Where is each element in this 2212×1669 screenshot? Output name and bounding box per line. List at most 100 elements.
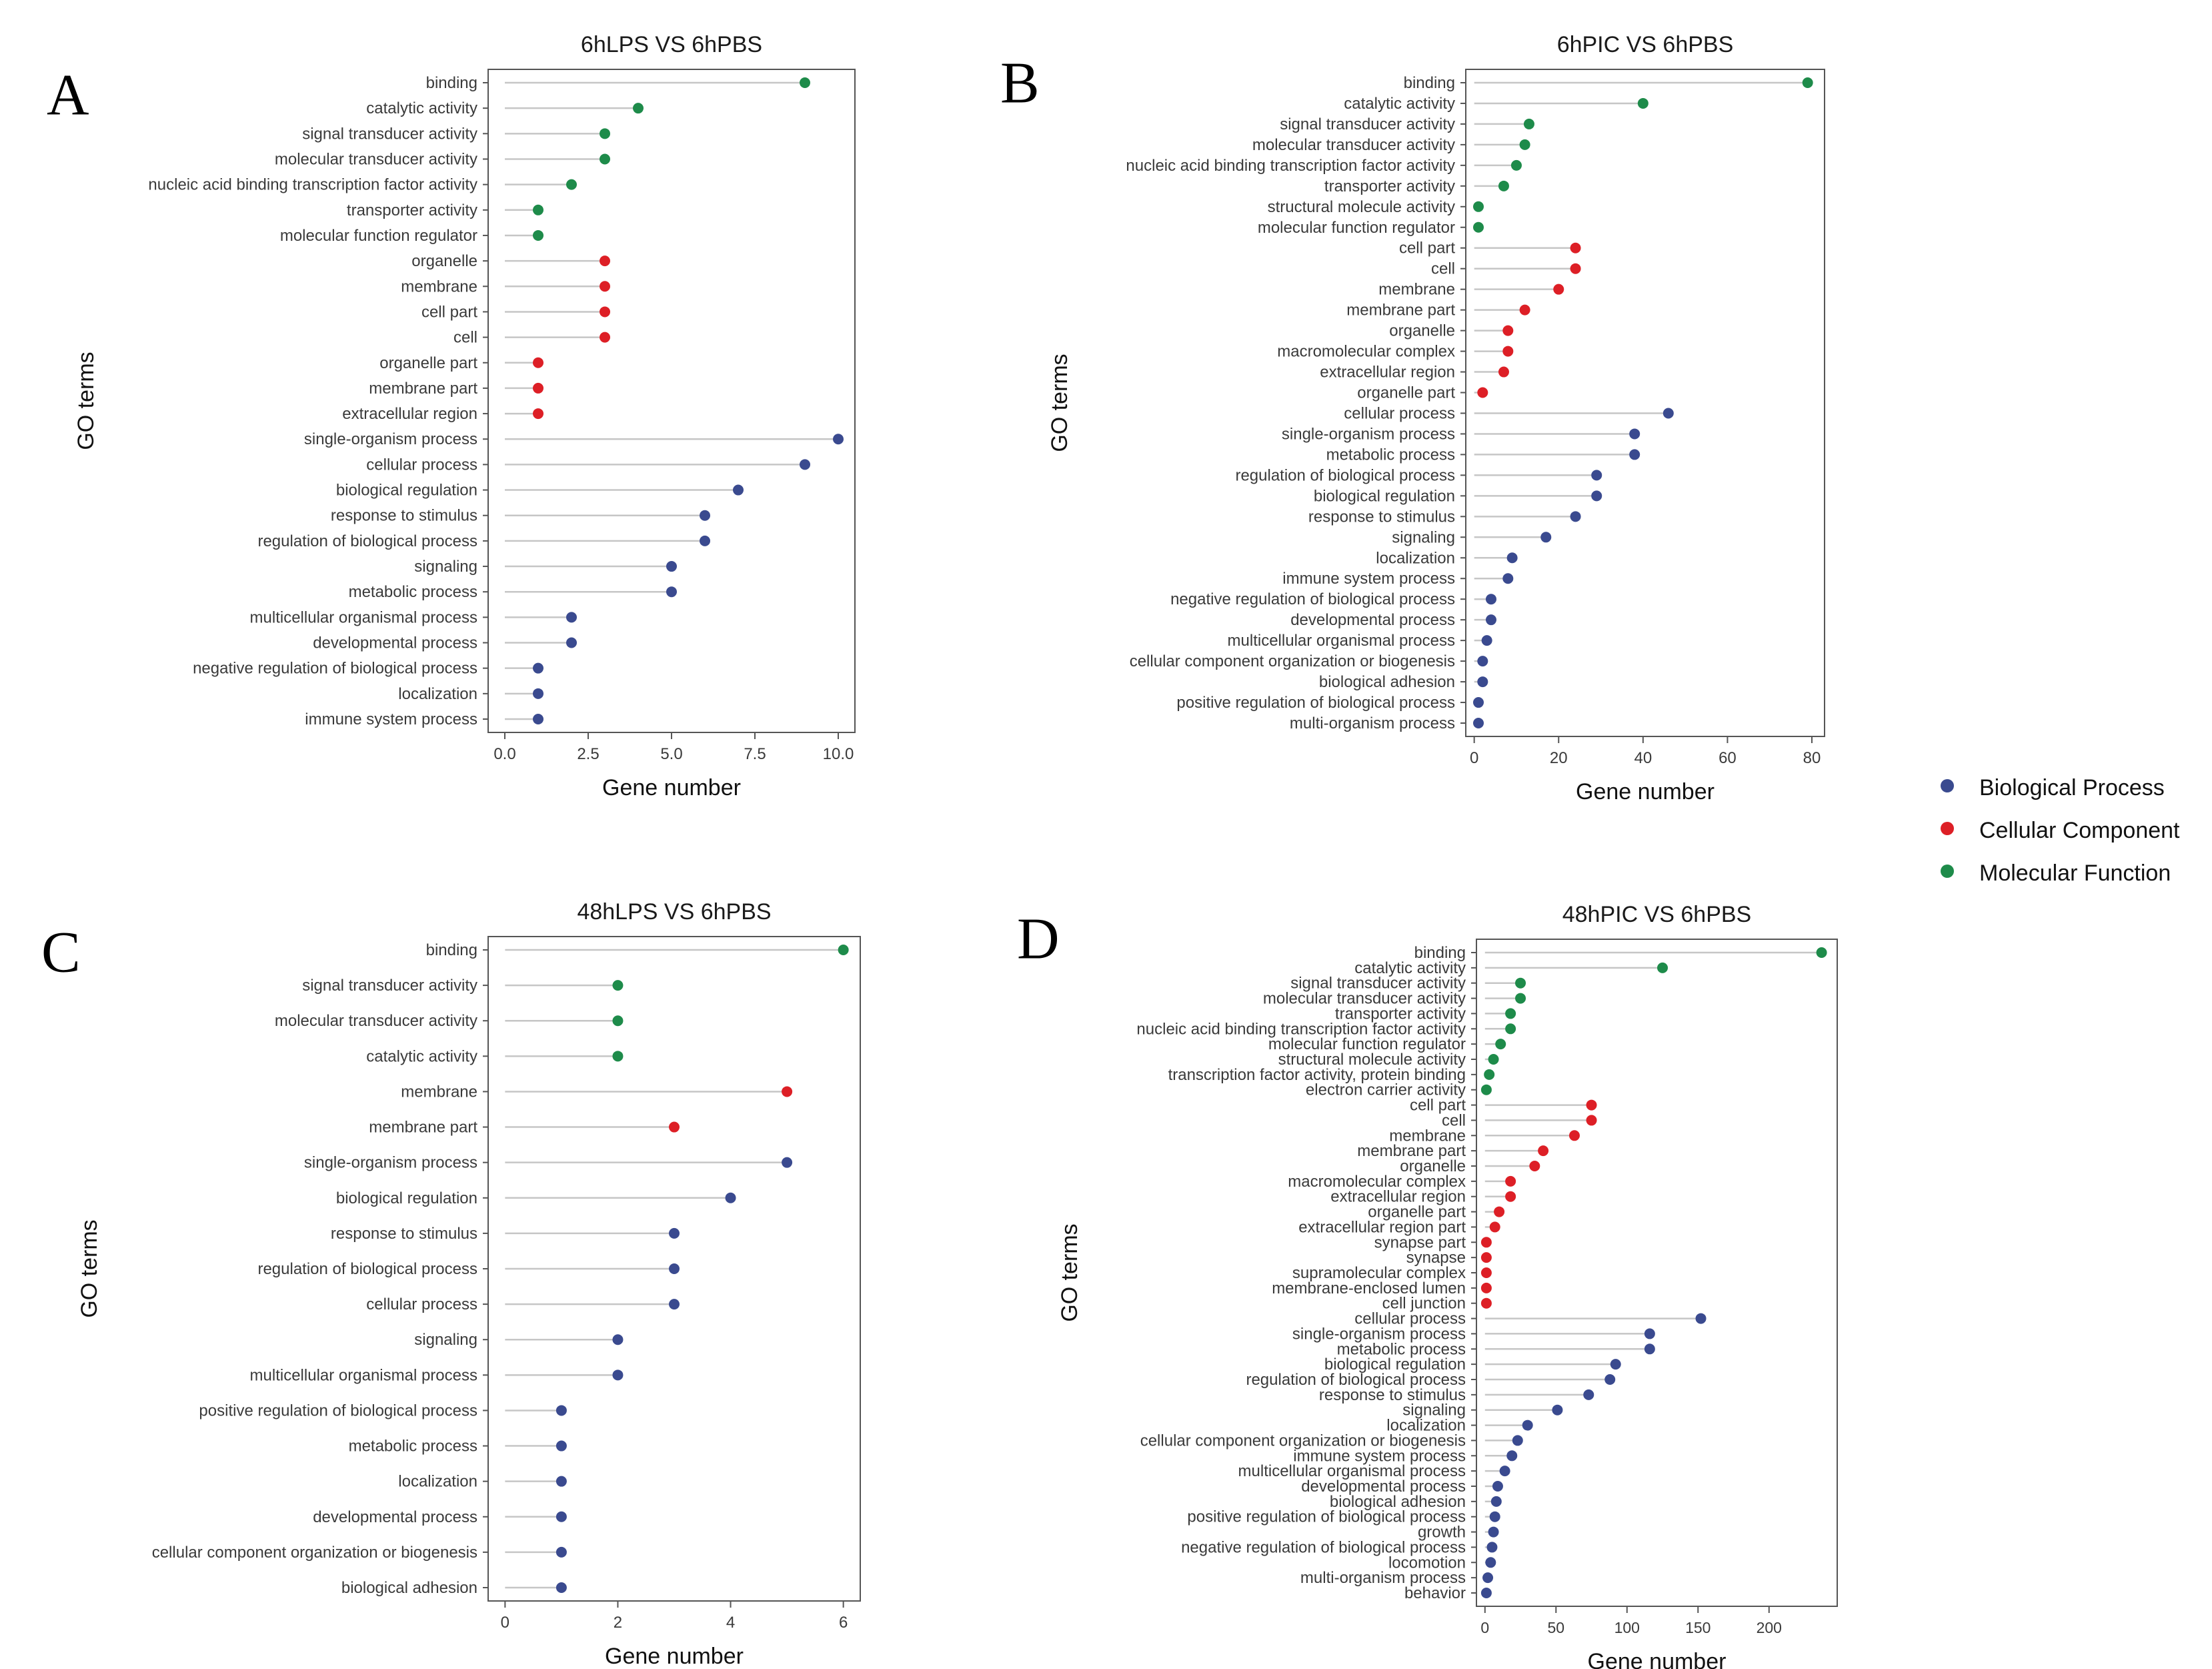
panel-d-term-label-multicellular-organismal-process: multicellular organismal process (1238, 1462, 1466, 1480)
panel-d-point-extracellular-region-part (1489, 1221, 1500, 1233)
panel-b-point-biological-regulation (1591, 490, 1602, 502)
panel-d-term-label-cellular-process: cellular process (1354, 1310, 1466, 1328)
panel-d-point-synapse (1480, 1252, 1492, 1263)
panel-a-point-transporter-activity (533, 204, 543, 215)
panel-a-term-label-organelle-part: organelle part (379, 354, 477, 372)
panel-d-term-label-cell-junction: cell junction (1382, 1295, 1466, 1313)
panel-d-point-nucleic-acid-binding-transcription-factor-activity (1505, 1023, 1516, 1035)
panel-c-term-label-single-organism-process: single-organism process (304, 1154, 477, 1172)
panel-c-term-label-positive-regulation-of-biological-process: positive regulation of biological proces… (199, 1402, 477, 1420)
panel-a-point-single-organism-process (833, 434, 844, 445)
panel-d-term-label-locomotion: locomotion (1388, 1554, 1466, 1572)
legend-label-cellular-component: Cellular Component (1979, 818, 2180, 843)
panel-d-point-extracellular-region (1505, 1191, 1516, 1202)
panel-b-x-axis-title: Gene number (1576, 779, 1715, 804)
panel-d-term-label-structural-molecule-activity: structural molecule activity (1278, 1051, 1466, 1069)
panel-b-point-positive-regulation-of-biological-process (1472, 697, 1484, 708)
legend-label-molecular-function: Molecular Function (1979, 861, 2171, 886)
panel-b-term-label-structural-molecule-activity: structural molecule activity (1268, 198, 1455, 216)
panel-a-point-molecular-function-regulator (533, 229, 543, 241)
panel-d-term-label-immune-system-process: immune system process (1293, 1447, 1466, 1465)
panel-a-term-label-transporter-activity: transporter activity (347, 201, 477, 219)
panel-b-term-label-extracellular-region: extracellular region (1320, 364, 1455, 382)
panel-b-point-nucleic-acid-binding-transcription-factor-activity (1510, 159, 1522, 171)
panel-d-term-label-developmental-process: developmental process (1301, 1478, 1466, 1496)
panel-d-x-tick-label: 100 (1614, 1619, 1640, 1636)
panel-d-term-label-cell: cell (1442, 1111, 1466, 1129)
panel-a-point-membrane-part (533, 382, 543, 394)
panel-a-point-biological-regulation (733, 484, 744, 496)
panel-b-x-tick-label: 0 (1470, 749, 1478, 767)
panel-d-term-label-nucleic-acid-binding-transcription-factor-activity: nucleic acid binding transcription facto… (1136, 1020, 1466, 1038)
panel-d-point-cell-junction (1480, 1297, 1492, 1309)
panel-a-point-cell-part (600, 306, 610, 318)
panel-c-term-label-molecular-transducer-activity: molecular transducer activity (275, 1012, 477, 1030)
panel-d-point-electron-carrier-activity (1480, 1084, 1492, 1095)
panel-d-point-regulation-of-biological-process (1604, 1374, 1616, 1385)
panel-d-term-label-single-organism-process: single-organism process (1292, 1325, 1466, 1343)
panel-b-point-localization (1506, 552, 1518, 564)
panel-c-point-single-organism-process (782, 1157, 793, 1168)
panel-c-term-label-biological-adhesion: biological adhesion (341, 1579, 477, 1597)
panel-c-point-regulation-of-biological-process (669, 1263, 680, 1274)
panel-a-term-label-nucleic-acid-binding-transcription-factor-activity: nucleic acid binding transcription facto… (148, 176, 477, 194)
panel-a-term-label-membrane: membrane (401, 277, 477, 296)
legend-dot-biological-process (1941, 779, 1954, 792)
panel-b-title: 6hPIC VS 6hPBS (1557, 32, 1734, 57)
panel-b-point-binding (1802, 77, 1813, 88)
panel-a-point-developmental-process (566, 637, 577, 648)
panel-d-term-label-negative-regulation-of-biological-process: negative regulation of biological proces… (1181, 1538, 1466, 1556)
panel-b-point-immune-system-process (1502, 573, 1514, 584)
panel-b-point-membrane (1553, 284, 1564, 295)
panel-d-term-label-membrane-part: membrane part (1357, 1142, 1466, 1160)
panel-b-point-catalytic-activity (1637, 97, 1648, 109)
panel-d-term-label-growth: growth (1418, 1524, 1466, 1542)
panel-b-term-label-macromolecular-complex: macromolecular complex (1277, 343, 1455, 361)
panel-c-point-biological-adhesion (556, 1582, 567, 1593)
panel-b-term-label-metabolic-process: metabolic process (1326, 446, 1455, 464)
panel-d-point-transporter-activity (1505, 1008, 1516, 1019)
panel-d-term-label-molecular-function-regulator: molecular function regulator (1268, 1035, 1466, 1053)
panel-d-point-response-to-stimulus (1583, 1389, 1594, 1400)
panel-c-letter: C (41, 921, 81, 985)
panel-c-point-molecular-transducer-activity (612, 1015, 624, 1027)
panel-a-point-metabolic-process (666, 586, 677, 598)
panel-d-y-axis-title: GO terms (1057, 1223, 1082, 1321)
panel-d-term-label-cellular-component-organization-or-biogenesis: cellular component organization or bioge… (1140, 1432, 1466, 1450)
panel-a-x-tick-label: 10.0 (823, 745, 854, 763)
panel-c-point-metabolic-process (556, 1440, 567, 1452)
panel-b-point-molecular-function-regulator (1472, 221, 1484, 233)
panel-a-x-tick-label: 7.5 (744, 745, 766, 763)
panel-d-term-label-positive-regulation-of-biological-process: positive regulation of biological proces… (1187, 1508, 1466, 1526)
panel-b-point-negative-regulation-of-biological-process (1485, 594, 1496, 605)
panel-d-point-supramolecular-complex (1480, 1267, 1492, 1278)
panel-d-term-label-extracellular-region: extracellular region (1330, 1188, 1466, 1206)
panel-a-point-organelle (600, 255, 610, 267)
panel-c-x-tick-label: 2 (614, 1614, 622, 1632)
panel-b-term-label-transporter-activity: transporter activity (1324, 177, 1455, 195)
panel-b-term-label-molecular-transducer-activity: molecular transducer activity (1252, 136, 1455, 154)
panel-c-term-label-multicellular-organismal-process: multicellular organismal process (250, 1366, 477, 1384)
panel-b-point-cellular-component-organization-or-biogenesis (1477, 656, 1488, 667)
panel-b-term-label-cellular-component-organization-or-biogenesis: cellular component organization or bioge… (1130, 652, 1455, 670)
panel-c-y-axis-title: GO terms (77, 1219, 102, 1317)
legend-dot-cellular-component (1941, 822, 1954, 835)
panel-b-term-label-membrane-part: membrane part (1346, 302, 1455, 320)
panel-b-y-axis-title: GO terms (1047, 354, 1072, 452)
panel-b-point-molecular-transducer-activity (1519, 139, 1530, 150)
panel-a-term-label-cell-part: cell part (421, 303, 477, 321)
panel-c-point-binding (838, 945, 849, 955)
panel-c-point-response-to-stimulus (669, 1227, 680, 1239)
panel-d-point-biological-adhesion (1490, 1496, 1502, 1507)
panel-c-term-label-response-to-stimulus: response to stimulus (331, 1225, 477, 1243)
panel-d-point-catalytic-activity (1657, 962, 1669, 973)
panel-a-term-label-regulation-of-biological-process: regulation of biological process (257, 532, 477, 550)
panel-d-point-immune-system-process (1506, 1450, 1518, 1462)
panel-a-point-localization (533, 688, 543, 699)
panel-b: B 6hPIC VS 6hPBS 0 20 40 60 80 Gene number GO te… (1000, 32, 1825, 804)
panel-b-term-label-immune-system-process: immune system process (1282, 570, 1455, 588)
panel-d-term-label-supramolecular-complex: supramolecular complex (1292, 1264, 1466, 1282)
panel-b-term-label-biological-adhesion: biological adhesion (1319, 673, 1455, 691)
panel-b-point-biological-adhesion (1477, 676, 1488, 688)
panel-c-term-label-membrane: membrane (401, 1083, 477, 1101)
